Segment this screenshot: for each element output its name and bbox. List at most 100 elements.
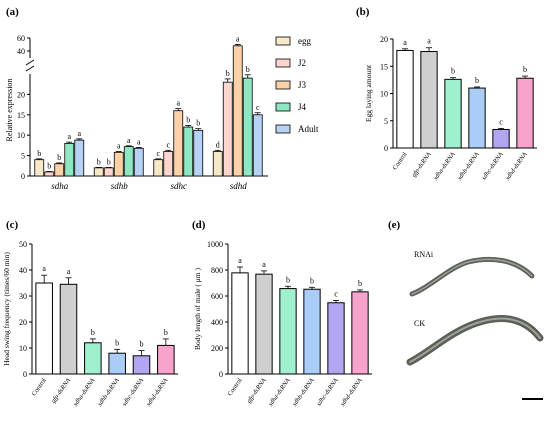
x-tick-label-d: sdha-dsRNA <box>267 377 291 408</box>
bar-a <box>222 81 233 177</box>
y-tick-label-a: 5 <box>21 152 25 161</box>
panel-b-label: (b) <box>356 6 370 18</box>
significance-letter-a: b <box>226 69 230 78</box>
bar-b <box>420 51 438 149</box>
y-tick-label-a: 10 <box>17 131 25 140</box>
bar-a <box>74 139 85 177</box>
axis-break-mark <box>25 65 35 72</box>
y-tick-label-b: 20 <box>380 35 388 44</box>
significance-letter-d: a <box>238 256 242 265</box>
significance-letter-a: b <box>246 65 250 74</box>
bar-d <box>231 272 249 375</box>
bar-a <box>212 151 223 177</box>
chart-c: 0 10 20 30 40 50 Head swing frequency (times/6… <box>2 240 178 408</box>
significance-letter-a: a <box>127 136 131 145</box>
y-axis-label-c: Head swing frequency (times/60 min) <box>2 252 11 366</box>
ck-nematode-highlight <box>409 317 541 363</box>
bar-c <box>35 282 53 375</box>
significance-letter-a: b <box>47 162 51 171</box>
x-tick-label-b: sdha-dsRNA <box>432 151 456 182</box>
bar-a <box>113 151 124 177</box>
x-tick-label-b: gfp-dsRNA <box>411 151 433 178</box>
legend-swatch-a <box>275 58 291 68</box>
bar-a <box>93 167 104 177</box>
rnai-nematode-highlight <box>411 258 533 295</box>
legend-swatch-a <box>275 124 291 134</box>
y-axis-label-d: Body length of male ( μm ) <box>193 268 202 350</box>
x-tick-label-c: sdhb-dsRNA <box>96 377 120 408</box>
significance-letter-b: a <box>427 37 431 46</box>
significance-letter-a: c <box>166 140 170 149</box>
y-tick-label-b: 0 <box>384 144 388 153</box>
legend-swatch-a <box>275 36 291 46</box>
y-tick-label-d: 1000 <box>207 240 223 249</box>
bar-a <box>242 77 253 177</box>
significance-letter-c: a <box>67 267 71 276</box>
significance-letter-d: c <box>334 289 338 298</box>
legend-swatch-a <box>275 102 291 112</box>
x-tick-label-b: Control <box>392 151 409 171</box>
significance-letter-a: d <box>216 140 220 149</box>
significance-letter-a: a <box>137 137 141 146</box>
significance-letter-a: a <box>236 35 240 44</box>
significance-letter-b: b <box>451 67 455 76</box>
x-tick-label-d: sdhc-dsRNA <box>315 377 339 407</box>
x-tick-label-a: sdhb <box>111 181 129 191</box>
ck-label: CK <box>414 319 425 328</box>
significance-letter-b: b <box>523 65 527 74</box>
x-tick-label-c: Control <box>31 377 48 397</box>
bar-a <box>193 129 204 177</box>
x-tick-label-b: sdhc-dsRNA <box>480 151 504 181</box>
significance-letter-a: b <box>107 157 111 166</box>
y-tick-label-a: 15 <box>17 111 25 120</box>
significance-letter-a: b <box>196 119 200 128</box>
bar-c <box>132 355 151 375</box>
significance-letter-d: a <box>262 260 266 269</box>
panel-a-label: (a) <box>6 6 19 18</box>
bar-d <box>327 302 345 375</box>
bar-b <box>396 49 414 149</box>
significance-letter-a: c <box>256 103 260 112</box>
significance-letter-c: a <box>42 264 46 273</box>
y-tick-label-d: 0 <box>219 370 223 379</box>
significance-letter-c: b <box>115 338 119 347</box>
y-tick-label-a: 40 <box>17 47 25 56</box>
legend-label-a: J3 <box>298 80 307 90</box>
significance-letter-c: b <box>140 340 144 349</box>
y-tick-label-d: 600 <box>211 292 223 301</box>
bar-d <box>351 291 369 375</box>
bar-b <box>468 87 486 149</box>
x-tick-label-d: sdhb-dsRNA <box>291 377 315 408</box>
bar-a <box>103 167 114 177</box>
panel-c-label: (c) <box>6 219 19 231</box>
y-tick-label-b: 15 <box>380 62 388 71</box>
significance-letter-d: b <box>358 279 362 288</box>
significance-letter-a: b <box>57 153 61 162</box>
x-tick-label-a: sdhc <box>171 181 188 191</box>
y-axis-label-a: Relative expression <box>5 79 14 142</box>
bar-b <box>444 78 462 149</box>
x-tick-label-a: sdhd <box>230 181 248 191</box>
x-tick-label-a: sdha <box>51 181 69 191</box>
y-tick-label-c: 10 <box>19 344 27 353</box>
x-tick-label-b: sdhd-dsRNA <box>504 151 528 182</box>
panel-d-label: (d) <box>192 219 206 231</box>
significance-letter-b: b <box>475 76 479 85</box>
bar-a <box>54 163 65 177</box>
y-tick-label-c: 0 <box>23 370 27 379</box>
y-tick-label-a: 20 <box>17 90 25 99</box>
significance-letter-a: b <box>97 157 101 166</box>
x-tick-label-d: Control <box>227 377 244 397</box>
bar-a <box>123 146 134 177</box>
bar-a <box>153 159 164 177</box>
y-tick-label-c: 40 <box>19 266 27 275</box>
significance-letter-b: a <box>403 38 407 47</box>
significance-letter-a: a <box>117 142 121 151</box>
significance-letter-a: a <box>77 129 81 138</box>
y-tick-label-a: 60 <box>17 34 25 43</box>
x-tick-label-d: gfp-dsRNA <box>246 377 268 404</box>
bar-a <box>252 114 263 177</box>
axis-break-mark <box>25 59 35 66</box>
